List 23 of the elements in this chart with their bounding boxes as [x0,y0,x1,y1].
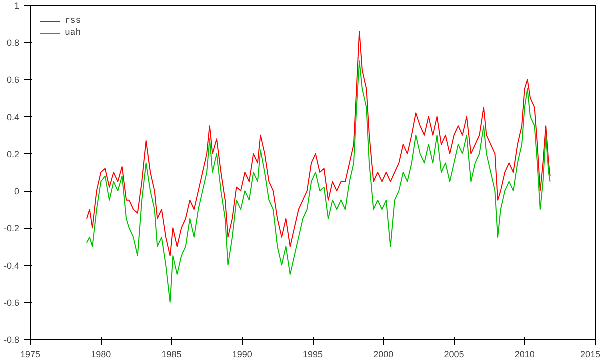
y-tick-label: -0.8 [4,335,20,345]
line-series [86,30,551,256]
x-tick-label: 2000 [374,350,394,360]
y-tick-label: 0.6 [6,75,20,86]
y-tick-label: -0.6 [4,298,20,308]
y-tick-label: 1 [14,1,20,11]
legend-label: rss [65,15,82,27]
y-tick-label: 0 [14,186,20,197]
x-tick-label: 1985 [162,350,182,360]
line-series [86,60,551,303]
legend-label: uah [65,27,82,39]
x-tick-label: 2005 [444,350,464,360]
x-tick-label: 2015 [580,350,601,360]
x-tick-label: 2010 [514,350,535,360]
x-tick-label: 1995 [302,350,324,360]
y-tick-label: 0.4 [6,112,20,122]
y-tick-label: 0.2 [6,149,20,160]
x-tick-label: 1980 [91,350,112,360]
y-tick-label: -0.2 [4,224,20,234]
x-tick-label: 1990 [232,350,252,360]
y-tick-label: -0.4 [4,260,20,271]
x-tick-label: 1975 [20,350,41,360]
y-tick-label: 0.8 [6,38,20,48]
